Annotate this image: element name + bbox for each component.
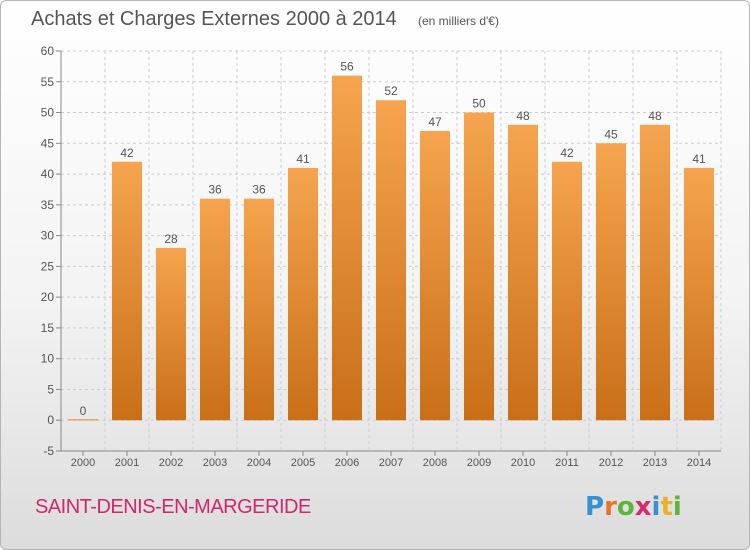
y-tick-label: 0 (47, 413, 54, 427)
data-label: 47 (428, 115, 442, 129)
data-label: 28 (164, 232, 178, 246)
x-tick-label: 2000 (71, 457, 95, 469)
logo-letter: P (585, 492, 605, 522)
data-label: 50 (472, 97, 486, 111)
bar (684, 167, 714, 421)
y-tick-label: 40 (41, 167, 55, 181)
bar (420, 131, 450, 421)
data-label: 56 (340, 60, 354, 74)
logo-letter: t (660, 492, 673, 522)
bar (112, 161, 142, 421)
y-tick-label: 60 (41, 44, 55, 58)
bar (376, 100, 406, 421)
x-tick-label: 2005 (291, 457, 315, 469)
data-label: 48 (648, 109, 662, 123)
y-tick-label: 45 (41, 136, 55, 150)
commune-name: SAINT-DENIS-EN-MARGERIDE (35, 496, 311, 518)
logo-letter: o (616, 492, 635, 522)
bar (552, 161, 582, 421)
x-tick-label: 2014 (687, 457, 711, 469)
logo-letter: x (634, 492, 652, 522)
x-tick-label: 2012 (599, 457, 623, 469)
bar (332, 75, 362, 421)
y-tick-label: 35 (41, 198, 55, 212)
logo-letter: r (604, 492, 617, 522)
x-tick-label: 2004 (247, 457, 271, 469)
data-label: 36 (252, 183, 266, 197)
y-tick-label: 50 (41, 106, 55, 120)
x-tick-label: 2002 (159, 457, 183, 469)
bar (464, 112, 494, 421)
logo-letter: i (672, 492, 682, 522)
x-tick-label: 2013 (643, 457, 667, 469)
bar (596, 143, 626, 421)
y-tick-label: 20 (41, 290, 55, 304)
y-tick-label: 10 (41, 352, 55, 366)
chart-subtitle: (en milliers d'€) (418, 14, 499, 28)
y-tick-label: 30 (41, 229, 55, 243)
proxiti-logo: Proxiti (585, 492, 682, 522)
x-tick-label: 2009 (467, 457, 491, 469)
x-tick-label: 2001 (115, 457, 139, 469)
data-label: 42 (560, 146, 574, 160)
y-tick-label: 5 (47, 382, 54, 396)
data-label: 0 (80, 404, 87, 418)
data-label: 42 (120, 146, 134, 160)
data-label: 52 (384, 84, 398, 98)
x-tick-label: 2011 (555, 457, 579, 469)
data-label: 36 (208, 183, 222, 197)
bar (244, 198, 274, 421)
y-tick-label: 55 (41, 75, 55, 89)
bar (508, 124, 538, 421)
bar (68, 419, 98, 421)
y-tick-label: 15 (41, 321, 55, 335)
x-tick-label: 2008 (423, 457, 447, 469)
logo-letter: i (651, 492, 661, 522)
x-tick-label: 2006 (335, 457, 359, 469)
bar (288, 167, 318, 421)
chart-title: Achats et Charges Externes 2000 à 2014 (31, 8, 397, 30)
data-label: 41 (296, 152, 310, 166)
y-tick-label: -5 (43, 444, 54, 458)
x-tick-label: 2007 (379, 457, 403, 469)
bar (200, 198, 230, 421)
data-label: 41 (692, 152, 706, 166)
x-tick-label: 2010 (511, 457, 535, 469)
data-label: 48 (516, 109, 530, 123)
x-tick-label: 2003 (203, 457, 227, 469)
data-label: 45 (604, 127, 618, 141)
bar (156, 247, 186, 421)
y-tick-label: 25 (41, 259, 55, 273)
bar (640, 124, 670, 421)
